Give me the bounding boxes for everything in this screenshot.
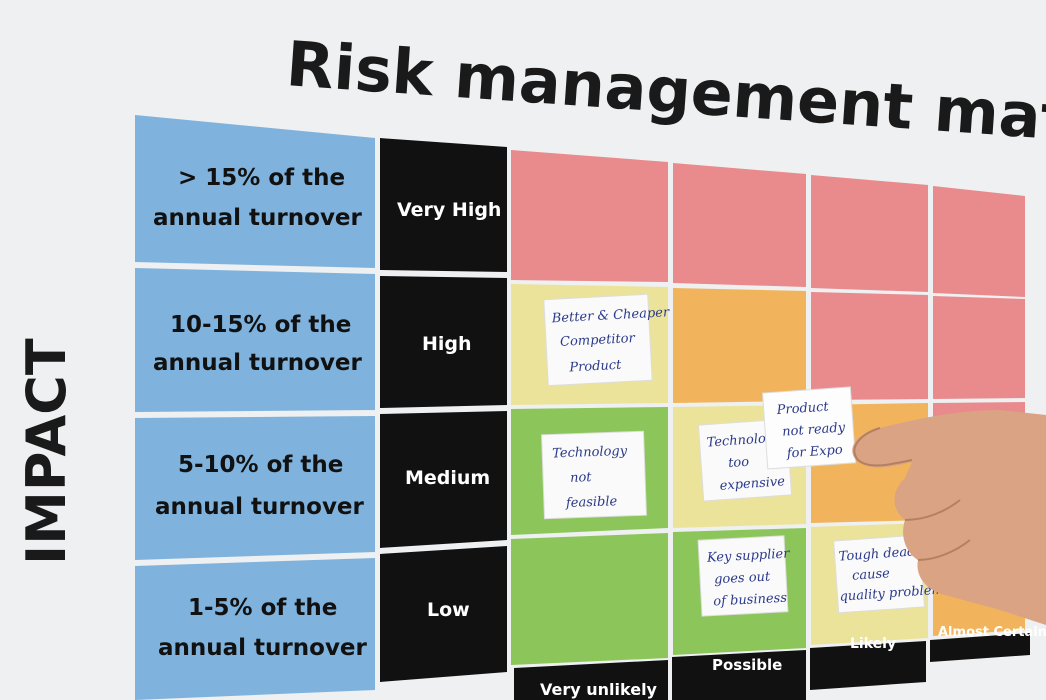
description-cell-low: [135, 558, 375, 700]
svg-text:Better & Cheaper: Better & Cheaper: [550, 305, 670, 326]
svg-text:expensive: expensive: [719, 474, 785, 494]
level-medium: Medium: [405, 467, 490, 489]
desc-line2: annual turnover: [158, 635, 368, 661]
desc-line2: annual turnover: [153, 350, 363, 376]
likelihood-likely: Likely: [850, 636, 896, 652]
description-cell-high: [135, 268, 375, 412]
svg-text:Product: Product: [775, 399, 830, 418]
hand-image: [852, 410, 1046, 625]
risk-cell: [933, 296, 1025, 399]
likelihood-almost-certain: Almost Certain: [938, 625, 1046, 640]
desc-line1: > 15% of the: [178, 165, 345, 191]
sticky-note[interactable]: Technology not feasible: [541, 430, 647, 520]
sticky-note[interactable]: Product not ready for Expo: [761, 386, 857, 470]
level-low: Low: [427, 599, 470, 621]
desc-line2: annual turnover: [155, 494, 365, 520]
svg-text:goes out: goes out: [714, 569, 772, 587]
svg-text:for Expo: for Expo: [785, 443, 843, 462]
risk-cell: [673, 288, 806, 403]
risk-cell: [933, 186, 1025, 297]
desc-line1: 10-15% of the: [170, 312, 351, 338]
desc-line1: 1-5% of the: [188, 595, 337, 621]
svg-text:of business: of business: [713, 591, 788, 610]
description-cell-medium: [135, 416, 375, 560]
level-high: High: [422, 333, 472, 355]
svg-text:not ready: not ready: [782, 420, 846, 439]
impact-description-column: > 15% of the annual turnover 10-15% of t…: [135, 115, 375, 700]
svg-text:not: not: [570, 470, 593, 486]
risk-cell: [673, 163, 806, 287]
risk-cell: [811, 175, 928, 292]
svg-text:Key supplier: Key supplier: [706, 546, 791, 565]
impact-level-column: Very High High Medium Low: [380, 138, 507, 682]
svg-text:Technology: Technology: [552, 444, 628, 462]
impact-axis-label: IMPACT: [15, 338, 78, 565]
svg-text:Competitor: Competitor: [560, 331, 636, 350]
svg-text:too: too: [728, 455, 750, 471]
likelihood-possible: Possible: [712, 656, 782, 674]
level-very-high: Very High: [397, 199, 501, 221]
desc-line2: annual turnover: [153, 205, 363, 231]
svg-text:Technology: Technology: [706, 430, 782, 450]
description-cell-very-high: [135, 115, 375, 268]
risk-cell: [511, 150, 668, 282]
desc-line1: 5-10% of the: [178, 452, 343, 478]
svg-text:feasible: feasible: [565, 494, 618, 511]
svg-text:cause: cause: [852, 566, 891, 584]
likelihood-axis: Very unlikely Possible Likely Almost Cer…: [514, 625, 1046, 700]
sticky-note[interactable]: Key supplier goes out of business: [697, 535, 793, 617]
svg-text:Product: Product: [568, 358, 622, 376]
risk-cell: [511, 533, 668, 665]
sticky-note[interactable]: Better & Cheaper Competitor Product: [543, 293, 674, 387]
likelihood-very-unlikely: Very unlikely: [540, 680, 658, 699]
risk-cell: [811, 292, 928, 400]
